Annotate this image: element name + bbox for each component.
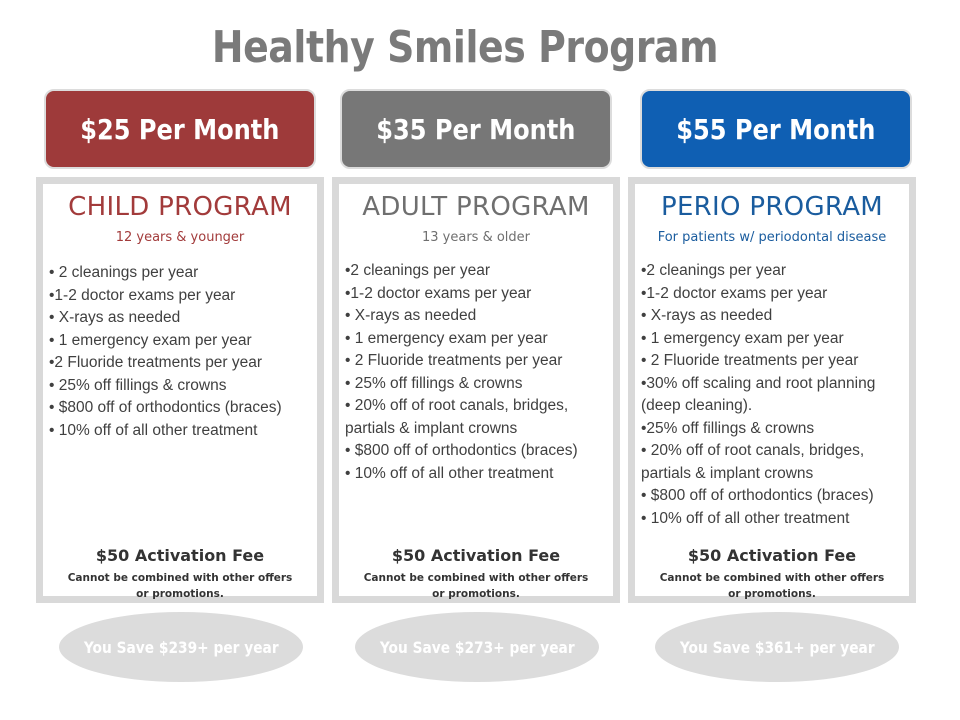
adult-program-subtitle: 13 years & older: [421, 230, 530, 245]
perio-activation-fee: $50 Activation Fee: [687, 546, 857, 565]
feature-item: • 20% off of root canals, bridges, parti…: [641, 442, 865, 482]
child-program-subtitle: 12 years & younger: [115, 230, 245, 245]
note-line: or promotions.: [432, 588, 520, 600]
child-price-label: $25 Per Month: [80, 112, 280, 146]
adult-savings-label: You Save $273+ per year: [379, 637, 575, 657]
feature-item: • $800 off of orthodontics (braces): [345, 442, 578, 459]
feature-item: • 10% off of all other treatment: [641, 509, 850, 527]
adult-program-title: ADULT PROGRAM: [362, 192, 590, 222]
feature-item: • 20% off of root canals, bridges, parti…: [345, 397, 569, 437]
perio-price-banner: $55 Per Month: [640, 89, 912, 169]
adult-savings-badge: You Save $273+ per year: [355, 612, 599, 682]
feature-item: • $800 off of orthodontics (braces): [49, 399, 282, 416]
adult-card-body: ADULT PROGRAM 13 years & older •2 cleani…: [339, 184, 613, 600]
feature-item: •30% off scaling and root planning (deep…: [641, 374, 876, 415]
adult-price-label: $35 Per Month: [376, 112, 576, 146]
feature-item: •1-2 doctor exams per year: [49, 286, 236, 304]
feature-item: • X-rays as needed: [641, 307, 773, 324]
perio-fee-note: Cannot be combined with other offers or …: [635, 570, 909, 602]
adult-activation-fee: $50 Activation Fee: [391, 546, 561, 565]
feature-item: •1-2 doctor exams per year: [641, 284, 828, 302]
adult-fee-note: Cannot be combined with other offers or …: [339, 570, 613, 602]
feature-item: •2 cleanings per year: [345, 262, 491, 279]
feature-item: • $800 off of orthodontics (braces): [641, 487, 874, 504]
adult-price-banner: $35 Per Month: [340, 89, 612, 169]
child-feature-list: • 2 cleanings per year •1-2 doctor exams…: [49, 262, 315, 442]
feature-item: • 2 cleanings per year: [49, 264, 199, 281]
feature-item: • 1 emergency exam per year: [345, 329, 548, 347]
perio-feature-list: •2 cleanings per year •1-2 doctor exams …: [641, 260, 907, 530]
note-line: Cannot be combined with other offers: [67, 572, 293, 584]
perio-price-label: $55 Per Month: [676, 112, 876, 146]
note-line: Cannot be combined with other offers: [659, 572, 885, 584]
perio-savings-badge: You Save $361+ per year: [655, 612, 899, 682]
child-savings-label: You Save $239+ per year: [83, 637, 279, 657]
child-fee-note: Cannot be combined with other offers or …: [43, 570, 317, 602]
child-program-card: CHILD PROGRAM 12 years & younger • 2 cle…: [36, 177, 324, 603]
feature-item: •2 cleanings per year: [641, 262, 787, 279]
feature-item: • 1 emergency exam per year: [49, 331, 252, 349]
page-title: Healthy Smiles Program: [211, 22, 719, 73]
feature-item: • 2 Fluoride treatments per year: [641, 352, 859, 369]
child-savings-badge: You Save $239+ per year: [59, 612, 303, 682]
perio-program-card: PERIO PROGRAM For patients w/ periodonta…: [628, 177, 916, 603]
feature-item: • X-rays as needed: [49, 309, 181, 326]
perio-card-body: PERIO PROGRAM For patients w/ periodonta…: [635, 184, 909, 600]
feature-item: • 1 emergency exam per year: [641, 329, 844, 347]
feature-item: •2 Fluoride treatments per year: [49, 354, 263, 371]
perio-program-subtitle: For patients w/ periodontal disease: [657, 230, 887, 245]
note-line: or promotions.: [136, 588, 224, 600]
child-card-body: CHILD PROGRAM 12 years & younger • 2 cle…: [43, 184, 317, 600]
feature-item: • 10% off of all other treatment: [345, 464, 554, 482]
adult-feature-list: •2 cleanings per year •1-2 doctor exams …: [345, 260, 611, 485]
child-price-banner: $25 Per Month: [44, 89, 316, 169]
adult-program-card: ADULT PROGRAM 13 years & older •2 cleani…: [332, 177, 620, 603]
feature-item: • 25% off fillings & crowns: [345, 374, 523, 392]
perio-savings-label: You Save $361+ per year: [679, 637, 875, 657]
feature-item: •25% off fillings & crowns: [641, 419, 815, 437]
note-line: or promotions.: [728, 588, 816, 600]
feature-item: • 10% off of all other treatment: [49, 421, 258, 439]
child-activation-fee: $50 Activation Fee: [95, 546, 265, 565]
perio-program-title: PERIO PROGRAM: [660, 192, 884, 222]
feature-item: •1-2 doctor exams per year: [345, 284, 532, 302]
feature-item: • 2 Fluoride treatments per year: [345, 352, 563, 369]
child-program-title: CHILD PROGRAM: [68, 192, 292, 222]
feature-item: • 25% off fillings & crowns: [49, 376, 227, 394]
note-line: Cannot be combined with other offers: [363, 572, 589, 584]
feature-item: • X-rays as needed: [345, 307, 477, 324]
